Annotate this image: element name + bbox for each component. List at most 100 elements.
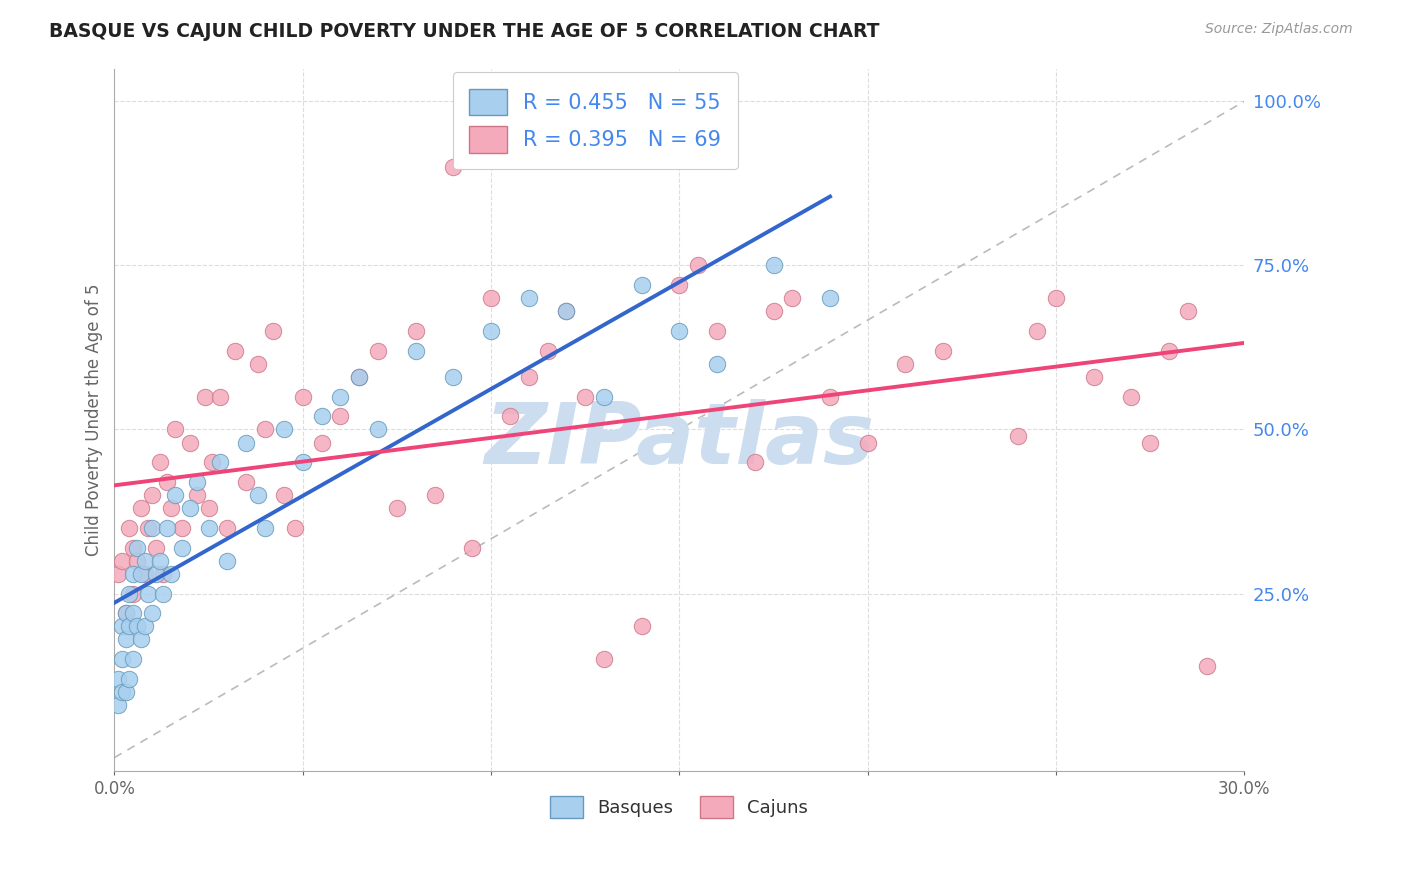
- Point: [932, 343, 955, 358]
- Point: [517, 291, 540, 305]
- Point: [441, 370, 464, 384]
- Point: [1139, 435, 1161, 450]
- Point: [479, 291, 502, 305]
- Point: [172, 541, 194, 555]
- Legend: Basques, Cajuns: Basques, Cajuns: [543, 789, 815, 825]
- Point: [1083, 370, 1105, 384]
- Point: [118, 672, 141, 686]
- Point: [744, 455, 766, 469]
- Point: [1045, 291, 1067, 305]
- Point: [782, 291, 804, 305]
- Point: [129, 501, 152, 516]
- Text: Source: ZipAtlas.com: Source: ZipAtlas.com: [1205, 22, 1353, 37]
- Point: [141, 521, 163, 535]
- Point: [107, 672, 129, 686]
- Point: [111, 652, 134, 666]
- Point: [311, 435, 333, 450]
- Text: ZIPatlas: ZIPatlas: [484, 400, 875, 483]
- Point: [262, 324, 284, 338]
- Point: [118, 521, 141, 535]
- Point: [1177, 304, 1199, 318]
- Point: [1121, 390, 1143, 404]
- Point: [136, 586, 159, 600]
- Point: [107, 566, 129, 581]
- Point: [134, 566, 156, 581]
- Point: [224, 343, 246, 358]
- Y-axis label: Child Poverty Under the Age of 5: Child Poverty Under the Age of 5: [86, 284, 103, 556]
- Point: [329, 390, 352, 404]
- Point: [208, 455, 231, 469]
- Point: [291, 455, 314, 469]
- Point: [163, 488, 186, 502]
- Point: [145, 541, 167, 555]
- Point: [114, 685, 136, 699]
- Point: [141, 488, 163, 502]
- Point: [114, 632, 136, 647]
- Point: [291, 390, 314, 404]
- Point: [423, 488, 446, 502]
- Point: [555, 304, 578, 318]
- Point: [122, 541, 145, 555]
- Text: BASQUE VS CAJUN CHILD POVERTY UNDER THE AGE OF 5 CORRELATION CHART: BASQUE VS CAJUN CHILD POVERTY UNDER THE …: [49, 22, 880, 41]
- Point: [246, 357, 269, 371]
- Point: [479, 324, 502, 338]
- Point: [536, 343, 558, 358]
- Point: [107, 698, 129, 712]
- Point: [273, 422, 295, 436]
- Point: [125, 541, 148, 555]
- Point: [129, 566, 152, 581]
- Point: [329, 409, 352, 424]
- Point: [156, 521, 179, 535]
- Point: [134, 554, 156, 568]
- Point: [349, 370, 371, 384]
- Point: [149, 554, 172, 568]
- Point: [172, 521, 194, 535]
- Point: [122, 652, 145, 666]
- Point: [160, 501, 183, 516]
- Point: [136, 521, 159, 535]
- Point: [706, 324, 728, 338]
- Point: [688, 259, 710, 273]
- Point: [160, 566, 183, 581]
- Point: [235, 435, 257, 450]
- Point: [1007, 429, 1029, 443]
- Point: [630, 619, 652, 633]
- Point: [367, 422, 389, 436]
- Point: [201, 455, 224, 469]
- Point: [125, 619, 148, 633]
- Point: [186, 488, 208, 502]
- Point: [217, 521, 239, 535]
- Point: [235, 475, 257, 489]
- Point: [118, 586, 141, 600]
- Point: [217, 554, 239, 568]
- Point: [385, 501, 408, 516]
- Point: [145, 566, 167, 581]
- Point: [149, 455, 172, 469]
- Point: [152, 566, 174, 581]
- Point: [111, 554, 134, 568]
- Point: [197, 521, 219, 535]
- Point: [208, 390, 231, 404]
- Point: [894, 357, 917, 371]
- Point: [593, 390, 616, 404]
- Point: [367, 343, 389, 358]
- Point: [122, 606, 145, 620]
- Point: [405, 324, 427, 338]
- Point: [134, 619, 156, 633]
- Point: [179, 501, 201, 516]
- Point: [517, 370, 540, 384]
- Point: [152, 586, 174, 600]
- Point: [405, 343, 427, 358]
- Point: [311, 409, 333, 424]
- Point: [197, 501, 219, 516]
- Point: [254, 422, 277, 436]
- Point: [461, 541, 484, 555]
- Point: [246, 488, 269, 502]
- Point: [156, 475, 179, 489]
- Point: [762, 259, 785, 273]
- Point: [574, 390, 596, 404]
- Point: [1026, 324, 1049, 338]
- Point: [111, 619, 134, 633]
- Point: [129, 632, 152, 647]
- Point: [194, 390, 217, 404]
